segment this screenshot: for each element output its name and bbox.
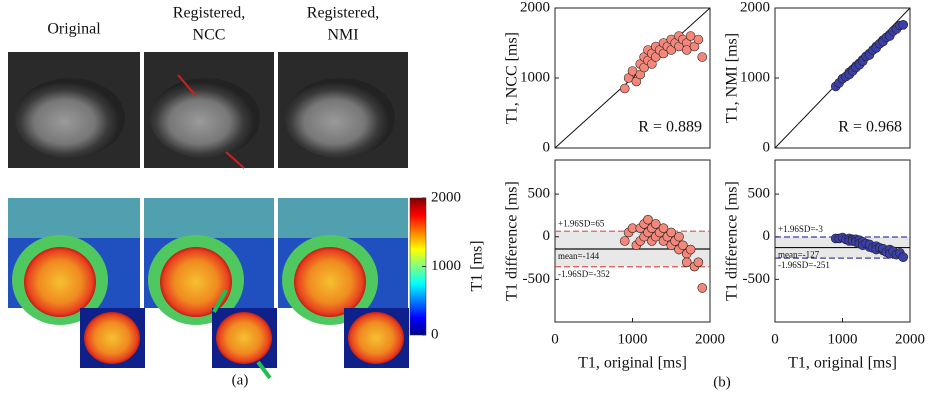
data-point xyxy=(899,20,908,29)
y-tick-label: 0 xyxy=(543,228,551,244)
x-axis-label: T1, original [ms] xyxy=(578,355,687,372)
data-point xyxy=(899,253,908,262)
y-tick-label: 1000 xyxy=(740,69,770,85)
column-label: Registered, xyxy=(173,5,245,22)
y-tick-label: 500 xyxy=(748,186,771,202)
data-point xyxy=(698,283,707,292)
data-point xyxy=(620,84,629,93)
column-label: NCC xyxy=(193,27,226,44)
colorbar-label: T1 [ms] xyxy=(469,240,486,291)
y-tick-label: -500 xyxy=(743,271,771,287)
data-point xyxy=(620,237,629,246)
colorbar-tick-label: 1000 xyxy=(431,258,461,274)
y-tick-label: 0 xyxy=(543,139,551,155)
x-tick-label: 0 xyxy=(551,331,559,347)
y-tick-label: 2000 xyxy=(740,0,770,15)
data-point xyxy=(675,232,684,241)
x-tick-label: 1000 xyxy=(618,331,648,347)
y-axis-label: T1 difference [ms] xyxy=(724,181,741,301)
data-point xyxy=(698,53,707,62)
x-tick-label: 1000 xyxy=(828,331,858,347)
y-tick-label: 500 xyxy=(528,186,551,202)
x-axis-label: T1, original [ms] xyxy=(788,355,897,372)
y-tick-label: 1000 xyxy=(520,69,550,85)
reference-label: +1.96SD=65 xyxy=(558,218,605,228)
caption: (a) xyxy=(232,372,249,388)
y-axis-label: T1, NCC [ms] xyxy=(504,32,521,124)
column-label: NMI xyxy=(327,27,358,44)
data-point xyxy=(694,35,703,44)
colorbar-tick-label: 2000 xyxy=(431,189,461,205)
figure: Original Registered, NCC Registered, NMI 0 100… xyxy=(0,0,935,400)
t1-maps xyxy=(8,198,409,378)
colorbar-tick-label: 0 xyxy=(431,326,439,342)
reference-label: -1.96SD=-352 xyxy=(558,269,610,279)
data-point xyxy=(694,258,703,267)
y-tick-label: 0 xyxy=(763,228,771,244)
y-tick-label: -500 xyxy=(523,271,551,287)
column-label: Original xyxy=(47,21,101,38)
y-axis-label: T1, NMI [ms] xyxy=(724,33,741,123)
reference-label: -1.96SD=-251 xyxy=(778,260,830,270)
grayscale-images xyxy=(8,52,408,168)
column-label: Registered, xyxy=(307,5,379,22)
annotation: R = 0.889 xyxy=(638,119,702,136)
x-tick-label: 2000 xyxy=(895,331,925,347)
reference-label: mean=-144 xyxy=(558,251,600,261)
y-tick-label: 2000 xyxy=(520,0,550,15)
x-tick-label: 0 xyxy=(771,331,779,347)
y-tick-label: 0 xyxy=(763,139,771,155)
x-tick-label: 2000 xyxy=(695,331,725,347)
reference-label: +1.96SD=-3 xyxy=(778,224,823,234)
y-axis-label: T1 difference [ms] xyxy=(504,181,521,301)
page: Original Registered, NCC Registered, NMI 0 100… xyxy=(0,0,935,405)
caption: (b) xyxy=(713,374,731,390)
annotation: R = 0.968 xyxy=(838,119,902,136)
data-point xyxy=(686,245,695,254)
